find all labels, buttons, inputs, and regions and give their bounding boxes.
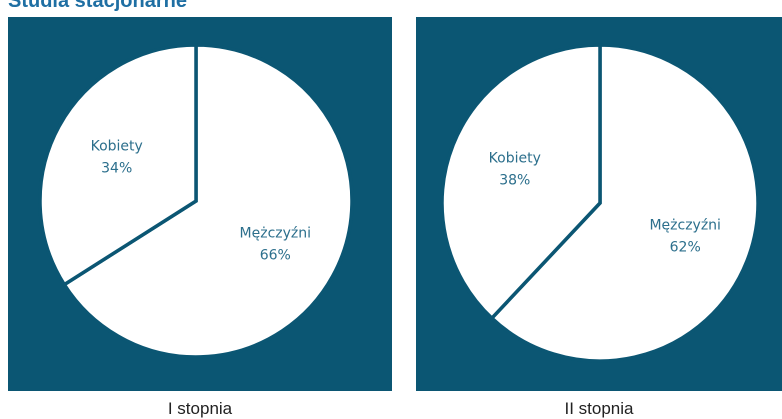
pie-slice — [38, 43, 198, 288]
slice-category-label: Mężczyźni — [240, 226, 311, 242]
slice-category-label: Kobiety — [91, 138, 143, 154]
pie-slice — [61, 43, 354, 359]
slice-value-label: 66% — [260, 248, 291, 264]
pie-slice — [489, 43, 760, 363]
slice-category-label: Mężczyźni — [649, 218, 720, 234]
pie-slice — [440, 43, 602, 321]
page-title: Studia stacjonarne — [8, 0, 187, 12]
chart-caption: I stopnia — [168, 399, 233, 418]
slice-category-label: Kobiety — [489, 150, 541, 166]
slice-value-label: 62% — [670, 240, 701, 256]
slice-value-label: 34% — [101, 160, 132, 176]
slice-value-label: 38% — [499, 172, 530, 188]
chart-caption: II stopnia — [565, 399, 635, 418]
